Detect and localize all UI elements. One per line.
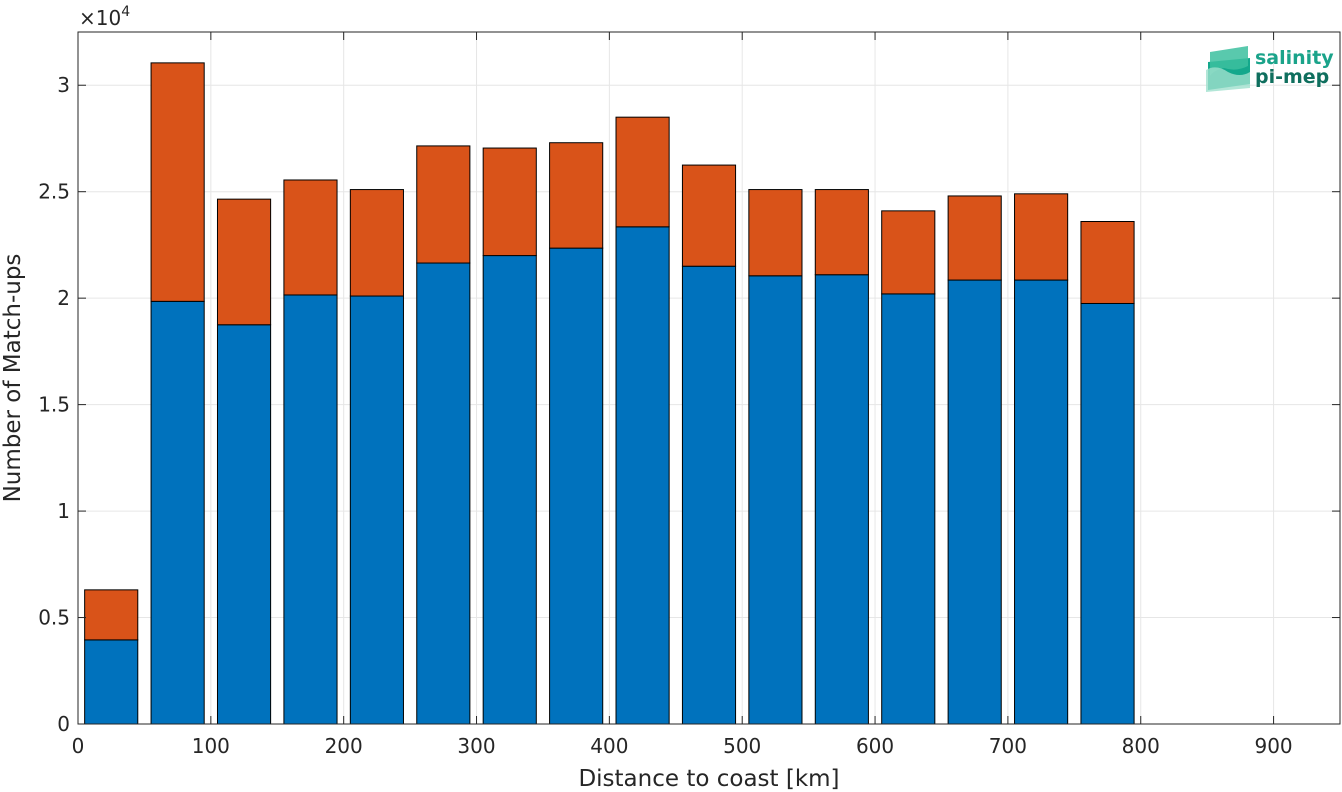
bar-segment-series-1 xyxy=(416,262,471,725)
x-tick-label: 200 xyxy=(325,734,363,758)
x-tick-label: 400 xyxy=(590,734,628,758)
x-tick-label: 900 xyxy=(1254,734,1292,758)
logo-line1: salinity xyxy=(1255,47,1334,69)
x-axis-title: Distance to coast [km] xyxy=(578,766,839,792)
logo-line2: pi-mep xyxy=(1255,66,1329,88)
bar-segment-series-1 xyxy=(947,279,1002,725)
x-tick-label: 800 xyxy=(1122,734,1160,758)
bar-segment-series-2 xyxy=(814,189,869,276)
bar-segment-series-1 xyxy=(150,300,205,725)
y-tick-label: 2.5 xyxy=(38,180,70,204)
bar-segment-series-1 xyxy=(349,295,404,725)
bar-segment-series-2 xyxy=(549,142,604,249)
bar-segment-series-1 xyxy=(748,275,803,725)
x-tick-label: 300 xyxy=(457,734,495,758)
y-tick-label: 2 xyxy=(57,286,70,310)
bar-segment-series-1 xyxy=(615,226,670,725)
x-tick-label: 500 xyxy=(723,734,761,758)
y-tick-label: 0 xyxy=(57,712,70,736)
x-tick-label: 700 xyxy=(989,734,1027,758)
bar-segment-series-2 xyxy=(482,147,537,257)
y-exponent-base: ×10 xyxy=(79,6,121,30)
plot-frame xyxy=(77,31,1341,725)
bar-segment-series-1 xyxy=(881,293,936,725)
logo: salinity pi-mep xyxy=(1206,46,1334,92)
x-tick-label: 100 xyxy=(192,734,230,758)
y-exponent-power: 4 xyxy=(121,4,130,20)
bar-segment-series-2 xyxy=(881,210,936,295)
bar-segment-series-2 xyxy=(748,189,803,277)
bar-segment-series-1 xyxy=(482,255,537,725)
bar-segment-series-1 xyxy=(1080,302,1135,725)
y-tick-label: 1 xyxy=(57,499,70,523)
y-tick-label: 3 xyxy=(57,73,70,97)
bar-segment-series-2 xyxy=(84,589,139,641)
x-tick-label: 0 xyxy=(72,734,85,758)
bar-segment-series-1 xyxy=(814,274,869,725)
y-axis-title: Number of Match-ups xyxy=(0,254,26,503)
bar-segment-series-1 xyxy=(84,639,139,725)
bar-segment-series-1 xyxy=(283,294,338,725)
x-tick-label: 600 xyxy=(856,734,894,758)
bar-segment-series-2 xyxy=(615,116,670,228)
bar-segment-series-1 xyxy=(216,324,272,725)
y-exponent-label: ×104 xyxy=(79,4,130,30)
bar-segment-series-1 xyxy=(549,247,604,725)
y-tick-label: 0.5 xyxy=(38,606,70,630)
bar-segment-series-2 xyxy=(283,179,338,296)
bar-segment-series-1 xyxy=(1014,279,1069,725)
bar-segment-series-2 xyxy=(150,62,205,302)
bar-segment-series-2 xyxy=(1080,221,1135,304)
bar-segment-series-2 xyxy=(681,164,737,267)
bars-layer xyxy=(84,62,1135,725)
bar-segment-series-2 xyxy=(416,145,471,264)
y-tick-label: 1.5 xyxy=(38,393,70,417)
bar-segment-series-2 xyxy=(1014,193,1069,281)
bar-segment-series-2 xyxy=(947,195,1002,281)
ticks-layer: 0 100 200 300 400 500 600 700 800 900 0 0.5 1 1.5 2 2.5… xyxy=(38,32,1340,758)
bar-segment-series-1 xyxy=(681,265,737,725)
bar-segment-series-2 xyxy=(349,189,404,297)
bar-segment-series-2 xyxy=(216,198,272,326)
logo-mark-icon xyxy=(1206,46,1250,92)
